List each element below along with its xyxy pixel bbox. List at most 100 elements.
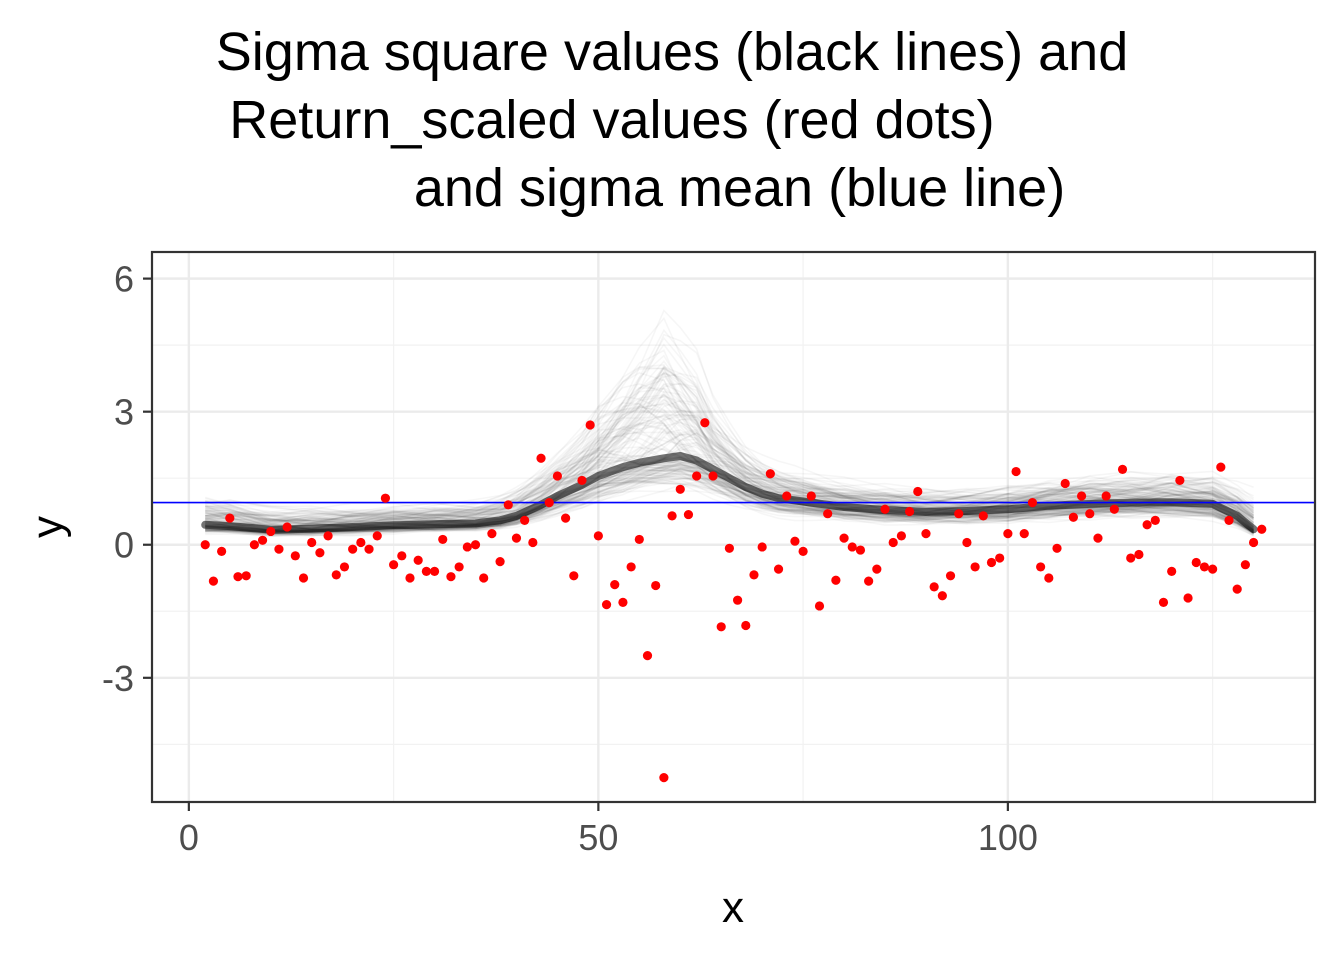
return-scaled-point — [634, 534, 644, 545]
return-scaled-point — [429, 566, 440, 576]
return-scaled-point — [438, 534, 448, 545]
return-scaled-point — [249, 540, 259, 550]
return-scaled-point — [724, 543, 735, 553]
return-scaled-point — [700, 418, 710, 428]
return-scaled-point — [741, 620, 751, 631]
return-scaled-point — [1248, 537, 1259, 548]
return-scaled-point — [585, 420, 595, 430]
return-scaled-point — [1150, 515, 1160, 525]
return-scaled-point — [937, 591, 947, 601]
return-scaled-point — [511, 533, 522, 543]
return-scaled-point — [683, 509, 694, 520]
return-scaled-point — [593, 531, 603, 541]
return-scaled-point — [1257, 524, 1267, 534]
return-scaled-point — [470, 540, 481, 550]
return-scaled-point — [339, 562, 350, 572]
return-scaled-point — [642, 651, 653, 661]
return-scaled-point — [552, 471, 563, 481]
return-scaled-point — [1183, 593, 1193, 603]
return-scaled-point — [618, 597, 628, 608]
return-scaled-point — [765, 469, 775, 479]
return-scaled-point — [561, 513, 571, 523]
return-scaled-point — [708, 471, 718, 481]
return-scaled-point — [217, 546, 227, 556]
return-scaled-point — [790, 536, 800, 546]
sigma-square-core — [201, 452, 1258, 534]
x-tick-label: 50 — [578, 817, 618, 858]
return-scaled-point — [274, 544, 284, 554]
return-scaled-point — [389, 560, 399, 570]
y-tick-label: 0 — [114, 525, 134, 566]
return-scaled-point — [290, 551, 300, 561]
return-scaled-point — [487, 529, 497, 539]
y-tick-label: 3 — [114, 392, 134, 433]
y-axis-title: y — [23, 516, 72, 538]
return-scaled-point — [814, 601, 825, 611]
return-scaled-point — [962, 537, 972, 548]
return-scaled-point — [1101, 491, 1111, 501]
return-scaled-point — [1232, 584, 1242, 594]
return-scaled-point — [847, 542, 857, 552]
return-scaled-point — [1240, 560, 1250, 570]
return-scaled-point — [773, 564, 784, 574]
return-scaled-point — [380, 493, 391, 503]
x-axis: 0 50 100 — [179, 802, 1038, 858]
return-scaled-points — [200, 418, 1267, 783]
return-scaled-point — [1117, 464, 1128, 474]
return-scaled-point — [1142, 520, 1152, 530]
return-scaled-point — [462, 542, 472, 552]
return-scaled-point — [225, 513, 235, 523]
return-scaled-point — [266, 526, 276, 537]
return-scaled-point — [298, 573, 309, 583]
return-scaled-point — [257, 535, 268, 545]
return-scaled-point — [1134, 549, 1144, 560]
return-scaled-point — [1003, 529, 1013, 539]
x-axis-title: x — [722, 883, 744, 932]
return-scaled-point — [1199, 562, 1210, 572]
return-scaled-point — [1027, 498, 1038, 508]
return-scaled-point — [732, 595, 743, 605]
return-scaled-point — [1085, 509, 1095, 519]
return-scaled-point — [577, 475, 587, 486]
return-scaled-point — [1167, 566, 1177, 576]
return-scaled-point — [1158, 597, 1169, 608]
return-scaled-point — [954, 509, 964, 519]
return-scaled-point — [872, 564, 882, 574]
return-scaled-point — [1036, 562, 1046, 572]
return-scaled-point — [1175, 475, 1185, 486]
major-grid — [152, 252, 1315, 802]
return-scaled-point — [831, 575, 841, 585]
return-scaled-point — [1019, 529, 1029, 539]
return-scaled-point — [569, 571, 579, 581]
return-scaled-point — [757, 542, 767, 552]
return-scaled-point — [208, 576, 219, 586]
return-scaled-point — [913, 486, 923, 497]
return-scaled-point — [610, 580, 620, 590]
return-scaled-point — [233, 572, 243, 582]
return-scaled-point — [1011, 466, 1021, 477]
x-tick-label: 0 — [179, 817, 199, 858]
return-scaled-point — [806, 491, 816, 501]
return-scaled-point — [896, 531, 906, 541]
return-scaled-point — [528, 537, 538, 548]
return-scaled-point — [945, 571, 956, 581]
return-scaled-point — [397, 551, 407, 561]
return-scaled-point — [331, 570, 341, 580]
return-scaled-point — [1126, 553, 1136, 563]
return-scaled-point — [1216, 462, 1226, 472]
return-scaled-point — [1052, 543, 1062, 553]
chart-title: Sigma square values (black lines) and Re… — [215, 22, 1129, 218]
return-scaled-point — [1208, 564, 1218, 574]
return-scaled-point — [241, 571, 251, 581]
return-scaled-point — [839, 533, 849, 543]
return-scaled-point — [348, 544, 358, 554]
return-scaled-point — [413, 555, 423, 565]
return-scaled-point — [495, 556, 505, 567]
return-scaled-point — [315, 548, 325, 558]
return-scaled-point — [798, 546, 808, 556]
return-scaled-point — [479, 573, 489, 583]
return-scaled-point — [782, 491, 792, 501]
sigma-square-lines — [201, 452, 1258, 534]
y-axis: -3 0 3 6 — [102, 259, 152, 699]
return-scaled-point — [1109, 504, 1119, 514]
